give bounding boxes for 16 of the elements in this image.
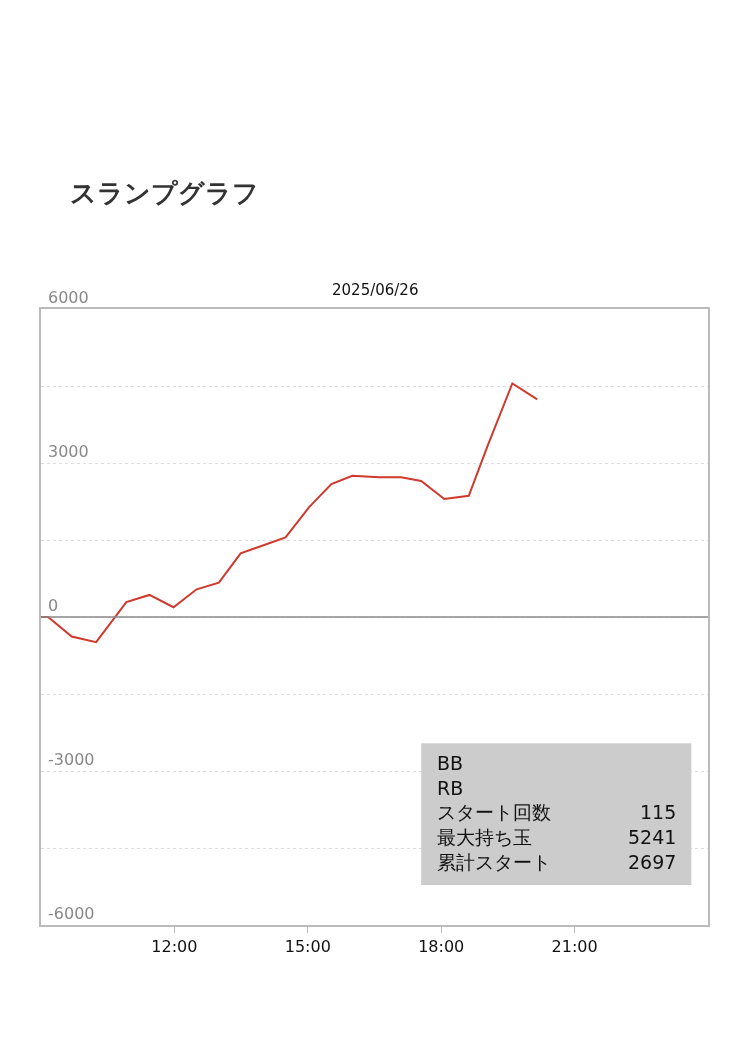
y-tick-label: 3000: [48, 442, 89, 461]
text: スタート回数 115: [437, 801, 677, 823]
y-tick-label: 6000: [48, 288, 89, 307]
y-tick-label: -3000: [48, 750, 95, 769]
chart-subtitle: 2025/06/26: [332, 281, 419, 299]
x-tick-label: 12:00: [151, 936, 198, 956]
y-tick-label: -6000: [48, 904, 95, 923]
chart-title: スランプグラフ: [70, 178, 259, 209]
text: 累計スタート 2697: [437, 851, 677, 873]
x-tick-label: 15:00: [284, 936, 331, 956]
y-tick-label: 0: [48, 596, 59, 615]
annotation: RB: [437, 777, 464, 799]
x-tick-label: 18:00: [418, 936, 465, 956]
text: 最大持ち玉 5241: [437, 826, 677, 848]
annotation: BB: [437, 752, 464, 774]
x-tick-label: 21:00: [551, 936, 598, 956]
